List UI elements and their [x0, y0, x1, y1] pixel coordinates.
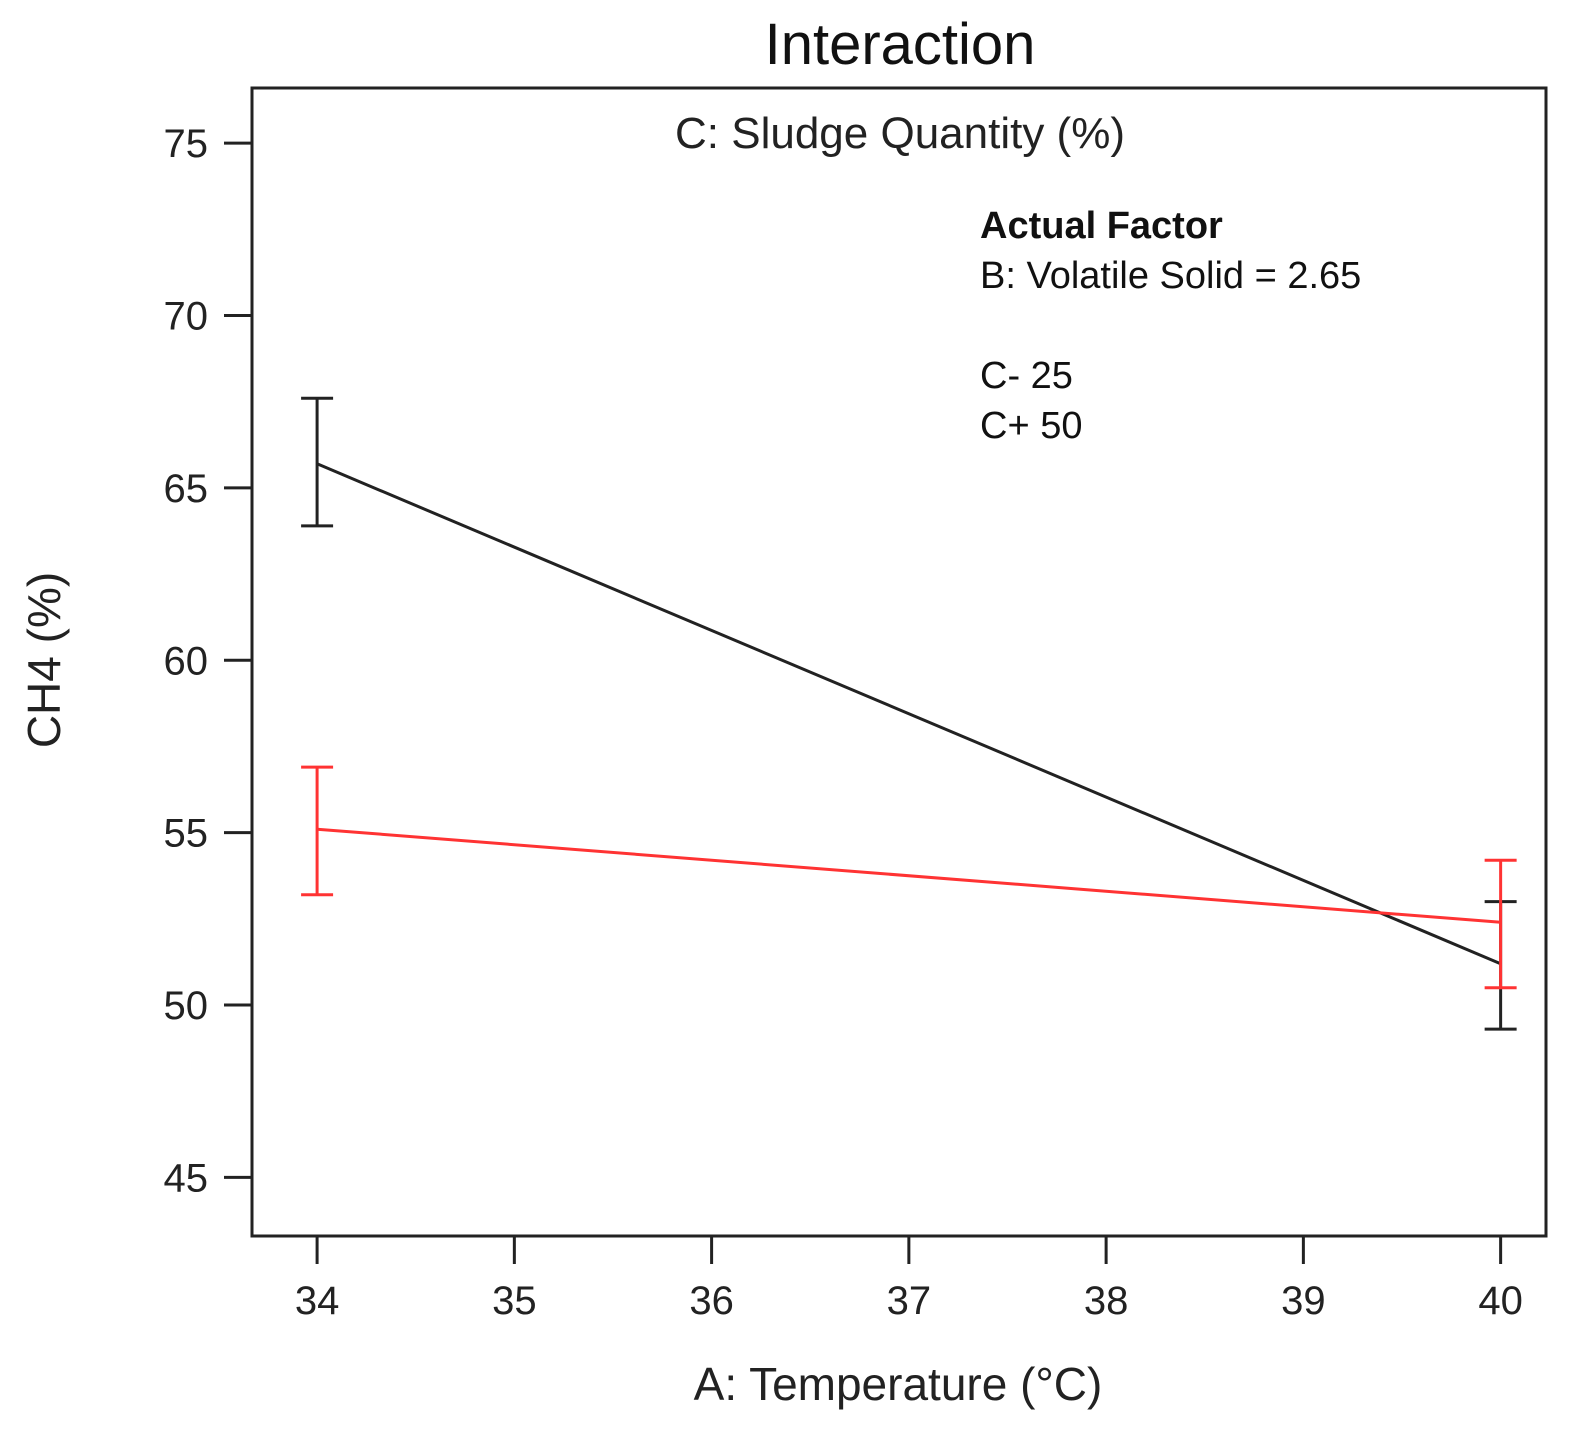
legend-factor-line: B: Volatile Solid = 2.65 [980, 255, 1361, 297]
error-bar-c-plus-50 [301, 765, 334, 897]
y-tick-label: 65 [164, 467, 209, 511]
series-c-minus-25 [301, 396, 1517, 1031]
x-axis-title: A: Temperature (°C) [694, 1358, 1103, 1410]
y-tick-label: 45 [164, 1156, 209, 1200]
legend-series-low: C- 25 [980, 355, 1073, 397]
y-tick-label: 50 [164, 984, 209, 1028]
plot-area-frame [250, 86, 1548, 1238]
x-tick-label: 34 [295, 1279, 340, 1323]
x-tick-label: 38 [1084, 1279, 1129, 1323]
y-axis: 45 50 55 60 65 70 75 [164, 122, 252, 1200]
y-tick-label: 60 [164, 639, 209, 683]
x-tick-label: 37 [887, 1279, 932, 1323]
error-bar-c-plus-50 [1484, 858, 1517, 990]
error-bar-c-minus-25 [301, 396, 334, 528]
chart-title: Interaction [765, 12, 1036, 77]
x-tick-label: 40 [1478, 1279, 1523, 1323]
x-axis: 34 35 36 37 38 39 40 [295, 1236, 1523, 1323]
legend-series-high: C+ 50 [980, 405, 1082, 447]
y-tick-label: 75 [164, 122, 209, 166]
x-tick-label: 39 [1281, 1279, 1326, 1323]
x-tick-label: 35 [492, 1279, 537, 1323]
y-tick-label: 55 [164, 812, 209, 856]
legend-heading: Actual Factor [980, 205, 1223, 247]
series-layer [301, 396, 1517, 1031]
series-line-c-plus-50 [316, 827, 1501, 924]
series-c-plus-50 [301, 765, 1517, 990]
chart-subtitle: C: Sludge Quantity (%) [675, 109, 1125, 158]
y-axis-title: CH4 (%) [18, 572, 70, 748]
y-tick-label: 70 [164, 295, 209, 339]
series-line-c-minus-25 [316, 462, 1502, 966]
x-tick-label: 36 [689, 1279, 734, 1323]
